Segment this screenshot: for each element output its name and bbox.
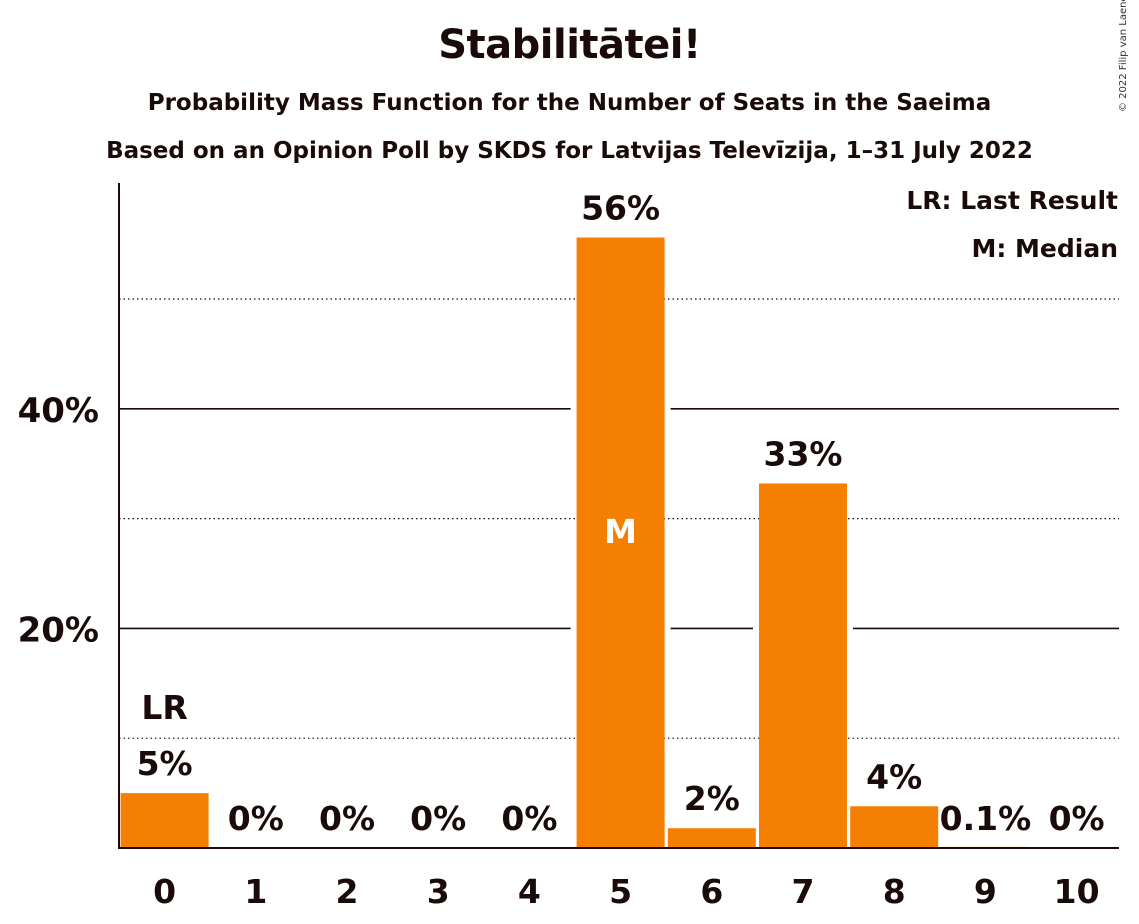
last-result-marker: LR [141, 688, 187, 727]
x-tick-label: 7 [792, 872, 815, 911]
data-label: 0% [501, 799, 557, 838]
data-label: 4% [866, 757, 922, 796]
x-tick-label: 8 [883, 872, 906, 911]
x-tick-label: 5 [609, 872, 632, 911]
bars-layer [120, 237, 1030, 849]
y-tick-label: 40% [18, 391, 99, 431]
data-label: 5% [137, 744, 193, 783]
data-label: 56% [581, 189, 660, 228]
bar [759, 483, 847, 848]
x-tick-label: 2 [336, 872, 359, 911]
y-tick-label: 20% [18, 610, 99, 650]
bar [850, 806, 939, 848]
legend-last-result: LR: Last Result [906, 186, 1118, 215]
bar [667, 828, 756, 848]
data-label: 0% [319, 799, 375, 838]
data-label: 0% [410, 799, 466, 838]
x-tick-label: 0 [153, 872, 176, 911]
x-tick-label: 3 [427, 872, 450, 911]
chart-source-subtitle: Based on an Opinion Poll by SKDS for Lat… [106, 138, 1033, 164]
data-label: 0.1% [940, 799, 1032, 838]
data-label: 0% [1049, 799, 1105, 838]
bar [576, 237, 665, 849]
data-label: 2% [684, 779, 740, 818]
x-tick-label: 1 [244, 872, 267, 911]
x-tick-label: 10 [1054, 872, 1100, 911]
labels-layer: 20%40%5%0LR0%10%20%30%456%5M2%633%74%80.… [18, 189, 1105, 911]
data-label: 0% [228, 799, 284, 838]
chart-subtitle: Probability Mass Function for the Number… [147, 90, 992, 116]
x-tick-label: 9 [974, 872, 997, 911]
data-label: 33% [764, 434, 843, 473]
median-marker: M [604, 512, 637, 551]
legend-median: M: Median [971, 234, 1118, 263]
x-tick-label: 4 [518, 872, 541, 911]
x-tick-label: 6 [700, 872, 723, 911]
bar [120, 793, 209, 848]
chart-title: Stabilitātei! [438, 22, 701, 68]
